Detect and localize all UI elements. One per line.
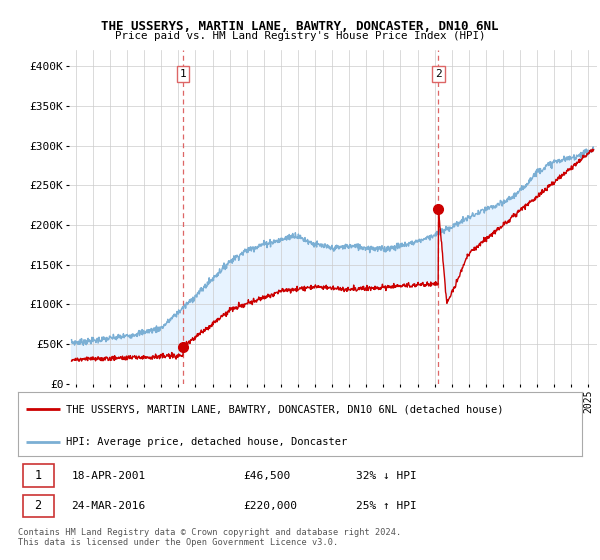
Text: 1: 1 — [34, 469, 41, 482]
Text: Contains HM Land Registry data © Crown copyright and database right 2024.
This d: Contains HM Land Registry data © Crown c… — [18, 528, 401, 547]
Text: 32% ↓ HPI: 32% ↓ HPI — [356, 470, 417, 480]
Text: HPI: Average price, detached house, Doncaster: HPI: Average price, detached house, Donc… — [66, 437, 347, 447]
FancyBboxPatch shape — [23, 464, 53, 487]
Text: 2: 2 — [435, 69, 442, 79]
Text: 24-MAR-2016: 24-MAR-2016 — [71, 501, 146, 511]
Text: THE USSERYS, MARTIN LANE, BAWTRY, DONCASTER, DN10 6NL (detached house): THE USSERYS, MARTIN LANE, BAWTRY, DONCAS… — [66, 404, 503, 414]
Text: 18-APR-2001: 18-APR-2001 — [71, 470, 146, 480]
Text: 1: 1 — [180, 69, 187, 79]
Text: 2: 2 — [34, 500, 41, 512]
FancyBboxPatch shape — [23, 494, 53, 517]
Text: £220,000: £220,000 — [244, 501, 298, 511]
Text: Price paid vs. HM Land Registry's House Price Index (HPI): Price paid vs. HM Land Registry's House … — [115, 31, 485, 41]
Text: 25% ↑ HPI: 25% ↑ HPI — [356, 501, 417, 511]
Text: £46,500: £46,500 — [244, 470, 291, 480]
Text: THE USSERYS, MARTIN LANE, BAWTRY, DONCASTER, DN10 6NL: THE USSERYS, MARTIN LANE, BAWTRY, DONCAS… — [101, 20, 499, 32]
